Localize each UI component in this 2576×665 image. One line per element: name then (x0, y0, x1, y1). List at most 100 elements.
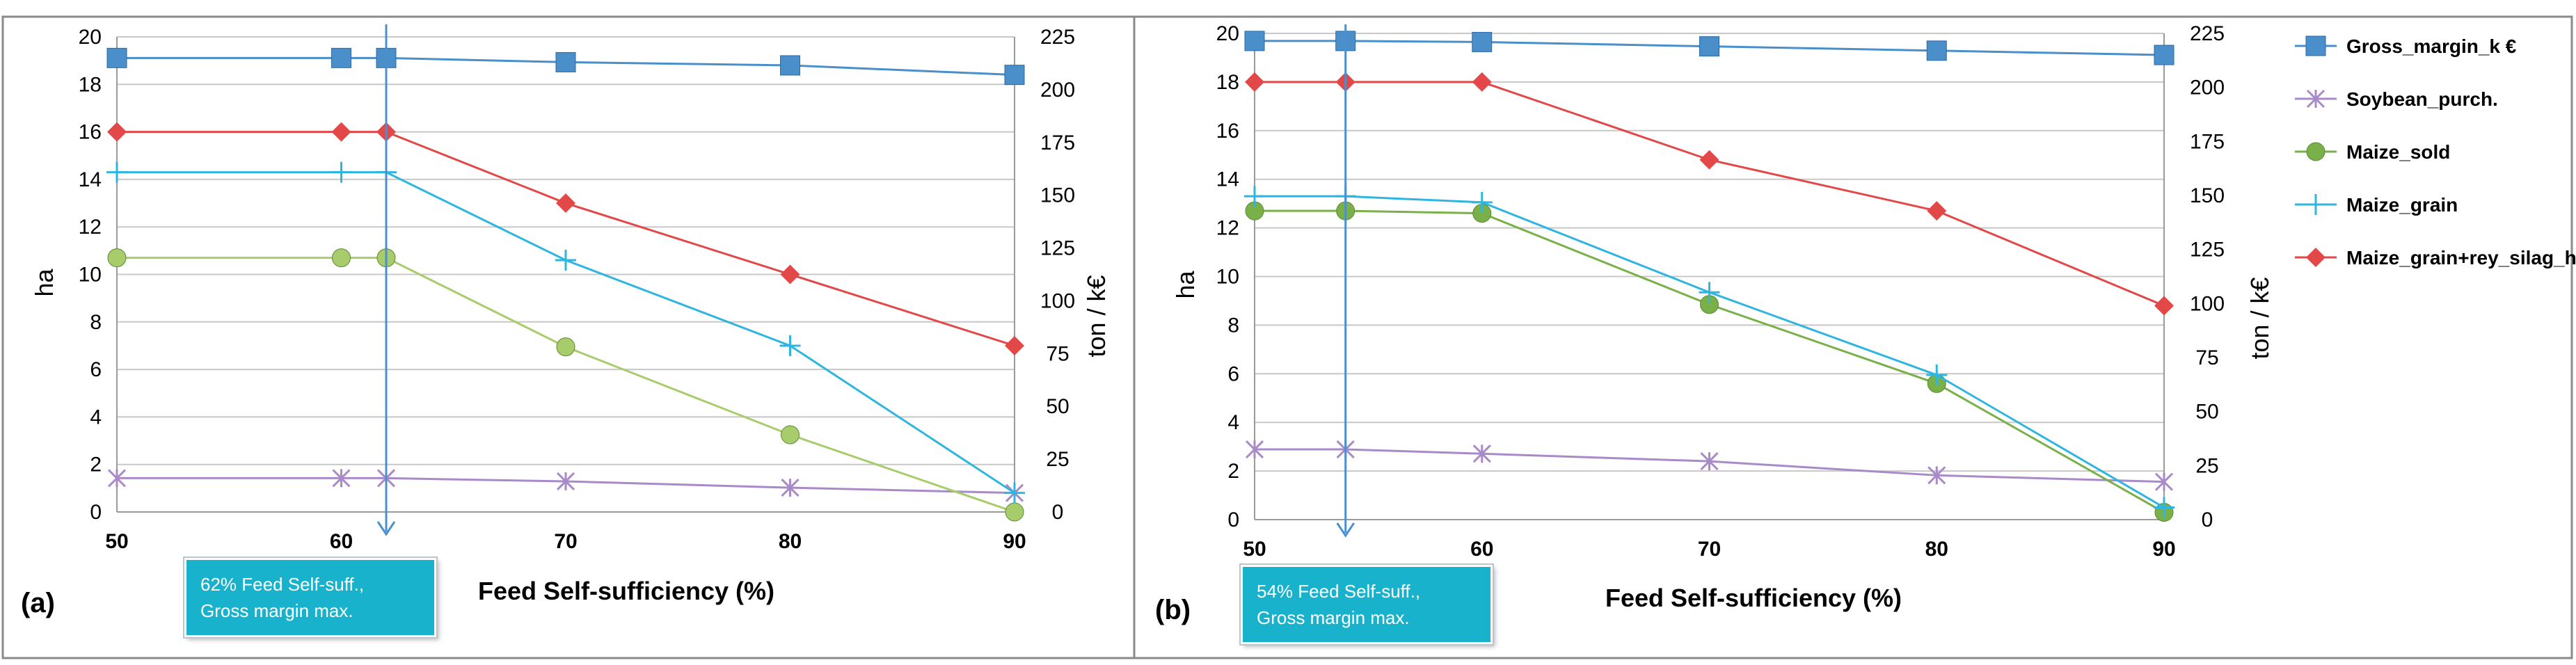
panel-b-y2-tick-label: 150 (2190, 184, 2225, 207)
panel-b-series-maize-grain-rey-silag-ha-point-shape (1927, 201, 1947, 221)
panel-a-y2-axis-title: ton / k€ (1082, 275, 1111, 357)
panel-b-series-gross-margin-k-point (1699, 36, 1719, 57)
panel-a-y-tick-label: 14 (79, 168, 102, 191)
callout-line-1: 62% Feed Self-suff., (200, 574, 365, 595)
panel-b-series-maize-grain-rey-silag-ha-point (1245, 72, 1264, 92)
panel-a-y-tick-label: 16 (79, 121, 102, 144)
panel-a-y2-tick-label: 125 (1040, 237, 1075, 260)
panel-a-y2-tick-label: 225 (1040, 26, 1075, 49)
panel-a-series-gross-margin-k-point-shape (555, 51, 576, 72)
panel-a-y2-tick-label: 150 (1040, 184, 1075, 207)
panel-a-series-gross-margin-k-point (106, 47, 127, 68)
panel-a-x-tick-label: 60 (330, 530, 353, 553)
panel-a-series-maize-sold-point-shape (556, 337, 575, 357)
panel-b-series-maize-grain-rey-silag-ha-line (1255, 81, 2165, 307)
panel-b-series-maize-grain-rey-silag-ha-point-shape (1472, 72, 1492, 92)
panel-a-series-maize-sold-point (1005, 502, 1024, 522)
panel-a-series-maize-grain-point (1004, 482, 1025, 504)
panel-b-series-soybean-purch-point (1245, 440, 1264, 459)
panel-b-y-tick-label: 14 (1216, 168, 1239, 191)
panel-a-optimum-callout: 62% Feed Self-suff., Gross margin max. (184, 558, 436, 637)
panel-a-series-gross-margin-k-point-shape (106, 47, 127, 68)
panel-a-series-gross-margin-k-point (331, 47, 351, 68)
panel-a-series-maize-sold-line (117, 257, 1015, 513)
panel-b-series-maize-grain-rey-silag-ha-point (1472, 72, 1492, 92)
panel-b-x-tick-label: 90 (2152, 538, 2175, 561)
panel-b-y2-tick-label: 200 (2190, 77, 2225, 99)
panel-b-series-soybean-purch-point (1472, 444, 1491, 463)
legend-item-maize-grain-marker-shape (2305, 194, 2326, 215)
panel-a-y2-tick-label: 75 (1046, 342, 1069, 365)
panel-b-series-maize-grain-point-shape (2154, 497, 2175, 518)
panel-a-series-gross-margin-k-point (555, 51, 576, 72)
panel-b-series-gross-margin-k-point-shape (2154, 45, 2175, 65)
panel-a-x-tick-label: 70 (554, 530, 577, 553)
panel-b-y-axis-title: ha (1171, 271, 1200, 299)
panel-a-series-maize-grain-line (117, 171, 1015, 494)
panel-b-series-maize-grain-point-shape (1244, 186, 1265, 207)
panel-a-series-gross-margin-k-point-shape (331, 47, 351, 68)
panel-a-series-gross-margin-k-point (1004, 65, 1025, 86)
panel-b-optimum-callout: 54% Feed Self-suff., Gross margin max. (1241, 565, 1493, 644)
panel-a-series-maize-grain-point (106, 161, 127, 183)
panel-a-series-maize-grain-rey-silag-ha-point-shape (1005, 335, 1024, 355)
panel-a-series-soybean-purch-point-shape (556, 472, 575, 491)
panel-a-y2-tick-label: 0 (1052, 501, 1064, 524)
panel-b-series-soybean-purch-line (1255, 448, 2165, 483)
panel-b-series-maize-grain-point (1926, 364, 1948, 386)
panel-b-y2-tick-label: 100 (2190, 292, 2225, 315)
legend-item-maize-grain-rey-silag-ha-marker-shape (2306, 248, 2325, 267)
panel-a-series-gross-margin-k-point-shape (1004, 65, 1025, 86)
panel-b-series-gross-margin-k-point (1472, 31, 1493, 52)
legend-item-soybean-purch-marker-shape (2306, 89, 2325, 109)
panel-a-series-maize-sold-point (332, 248, 351, 268)
legend-item-soybean-purch-label: Soybean_purch. (2346, 88, 2498, 110)
callout-line-2: Gross margin max. (1257, 607, 1410, 628)
callout-line-1: 54% Feed Self-suff., (1257, 581, 1421, 602)
legend-item-gross-margin-k-marker-shape (2305, 35, 2326, 56)
panel-a-x-tick-label: 80 (779, 530, 802, 553)
panel-a-series-maize-sold-point-shape (107, 248, 127, 268)
panel-a-y2-tick-label: 100 (1040, 289, 1075, 312)
panel-a-y-tick-label: 20 (79, 26, 102, 49)
legend-item-maize-grain-rey-silag-ha-label: Maize_grain+rey_silag_ha (2346, 247, 2576, 269)
panel-b-series-gross-margin-k-line (1255, 40, 2165, 56)
panel-b-series-maize-grain-point-shape (1471, 191, 1493, 213)
panel-a-series-soybean-purch-point-shape (781, 479, 800, 497)
panel-a-series-gross-margin-k-point-shape (780, 55, 800, 76)
panel-b-series-soybean-purch-point-shape (1927, 466, 1946, 485)
legend-item-maize-sold-label: Maize_sold (2346, 141, 2450, 163)
panel-a-y2-tick-label: 50 (1046, 395, 1069, 418)
panel-a-series-maize-grain-rey-silag-ha-point (556, 193, 575, 214)
panel-b-series-maize-grain-rey-silag-ha-point-shape (2154, 296, 2174, 316)
panel-b-y-tick-label: 20 (1216, 22, 1239, 45)
panel-b-y-tick-label: 2 (1227, 460, 1239, 483)
panel-a-series-soybean-purch-point-shape (332, 469, 351, 488)
panel-b-series-maize-grain-point (1471, 191, 1493, 213)
panel-a-y-tick-label: 10 (79, 264, 102, 287)
panel-a-optimum-arrowhead (376, 521, 396, 536)
panel-a-series-maize-grain-point-shape (555, 250, 576, 271)
legend-item-gross-margin-k-label: Gross_margin_k € (2346, 35, 2517, 57)
panel-b-series-maize-grain-point-shape (1926, 364, 1948, 386)
panel-a-series-soybean-purch-point-shape (107, 469, 127, 488)
panel-b-y-tick-label: 4 (1227, 411, 1239, 434)
panel-a-series-soybean-purch-point (781, 479, 800, 497)
panel-b-y2-axis-title: ton / k€ (2245, 277, 2274, 359)
panel-b-series-maize-sold-line (1255, 209, 2165, 513)
panel-b-y2-tick-label: 175 (2190, 130, 2225, 153)
panel-b-y-tick-label: 8 (1227, 314, 1239, 337)
panel-b-series-gross-margin-k-point-shape (1699, 36, 1719, 57)
panel-b-y2-tick-label: 50 (2195, 401, 2218, 424)
panel-a-series-gross-margin-k-point (780, 55, 800, 76)
panel-b-series-maize-grain-rey-silag-ha-point (2154, 296, 2174, 316)
panel-a-series-maize-sold-point-shape (332, 248, 351, 268)
legend-item-soybean-purch-marker (2306, 89, 2325, 109)
panel-a-y-tick-label: 6 (90, 358, 102, 381)
panel-b-series-gross-margin-k-point-shape (1926, 40, 1947, 61)
panel-b-series-maize-grain-line (1255, 195, 2165, 508)
panel-a-series-maize-grain-rey-silag-ha-point (1005, 335, 1024, 355)
panel-a-series-maize-grain-rey-silag-ha-point-shape (331, 122, 351, 142)
panel-b-series-maize-grain-point (1244, 186, 1265, 207)
panel-b-x-tick-label: 50 (1243, 538, 1266, 561)
